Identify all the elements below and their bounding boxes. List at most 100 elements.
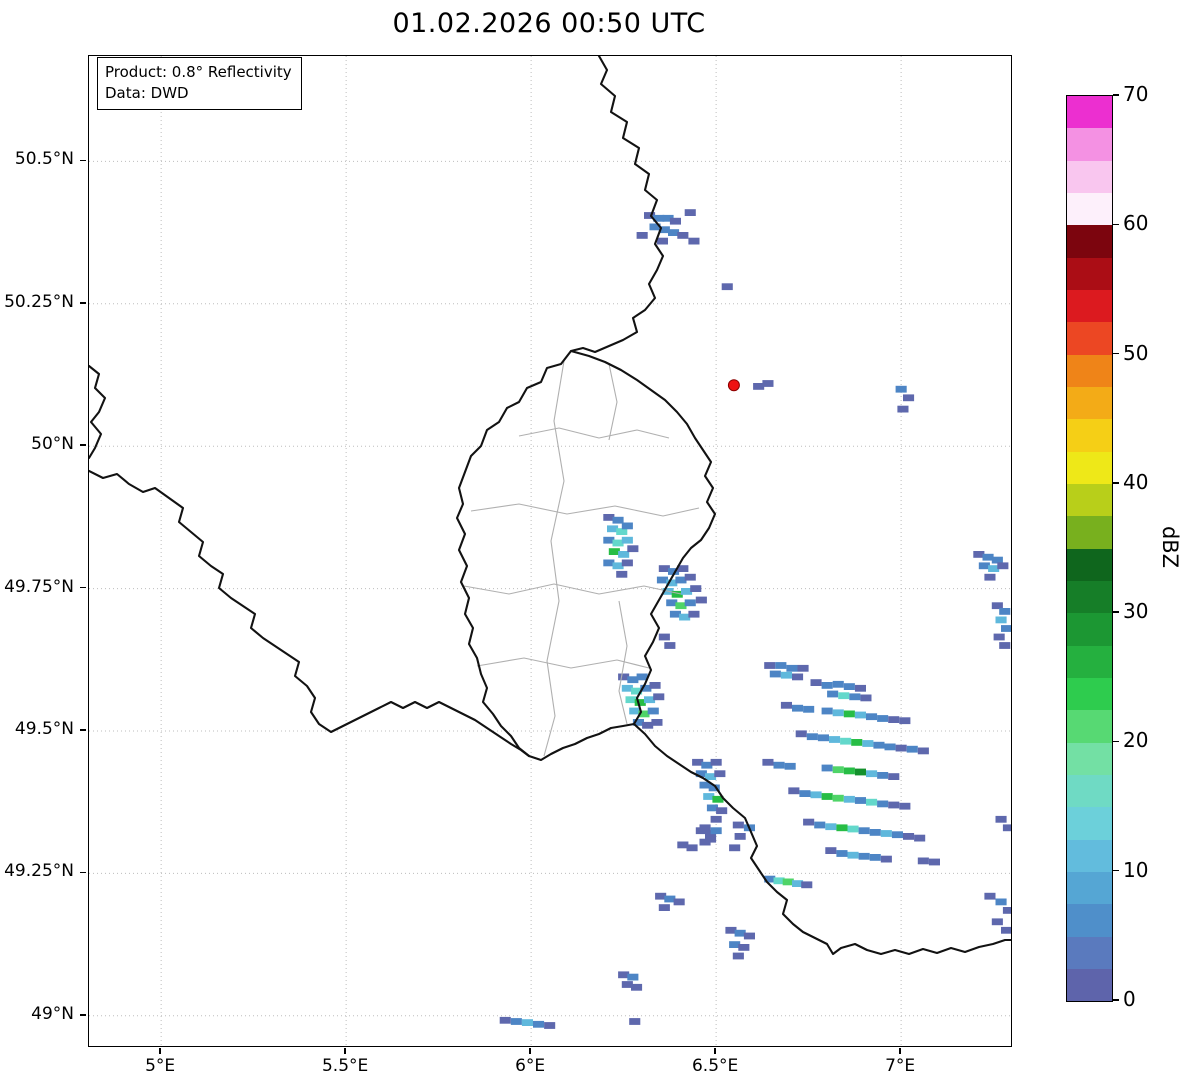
colorbar-band — [1067, 710, 1112, 743]
radar-echo-cell — [988, 565, 1000, 572]
colorbar-tick-mark — [1113, 611, 1119, 613]
radar-echo-cell — [675, 602, 687, 610]
colorbar-band — [1067, 289, 1112, 323]
radar-echo-cell — [877, 800, 889, 808]
radar-echo-cell — [679, 613, 691, 621]
colorbar-band — [1067, 839, 1112, 872]
radar-echo-cell — [843, 767, 855, 775]
district-border-path — [518, 427, 670, 439]
colorbar-tick-mark — [1113, 94, 1119, 96]
colorbar-band — [1067, 968, 1112, 1002]
radar-echo-cell — [612, 539, 624, 547]
radar-echo-cell — [895, 744, 907, 752]
radar-echo-cell — [642, 721, 654, 729]
colorbar-band — [1067, 613, 1112, 646]
radar-echo-cell — [621, 522, 633, 530]
radar-echo-cell — [690, 585, 702, 592]
radar-echo-cell — [653, 214, 665, 222]
radar-echo-cell — [677, 232, 689, 239]
colorbar-band — [1067, 225, 1112, 258]
colorbar-band — [1067, 516, 1112, 549]
radar-echo-cell — [634, 699, 646, 706]
radar-echo-cell — [653, 693, 665, 701]
radar-echo-cell — [658, 904, 670, 911]
radar-echo-cell — [649, 682, 661, 689]
radar-echo-cell — [895, 385, 907, 393]
radar-echo-cell — [705, 830, 717, 837]
radar-echo-cell — [849, 693, 861, 701]
radar-echo-cell — [688, 610, 700, 618]
product-info-line: Product: 0.8° Reflectivity — [105, 63, 292, 81]
map-canvas — [89, 56, 1011, 1046]
district-border-path — [608, 363, 618, 441]
radar-echo-cell — [621, 981, 633, 988]
radar-echo-cell — [1001, 926, 1011, 934]
radar-echo-cell — [621, 559, 633, 567]
radar-echo-cell — [869, 829, 881, 836]
radar-echo-cell — [618, 673, 630, 681]
radar-echo-cell — [784, 762, 796, 770]
radar-echo-cell — [629, 1018, 641, 1025]
gridlines-layer — [89, 56, 1011, 1046]
radar-echo-cell — [821, 793, 833, 800]
radar-echo-cell — [658, 565, 670, 572]
radar-echo-cell — [669, 217, 681, 225]
radar-echo-cell — [764, 662, 776, 669]
radar-echo-cell — [705, 773, 717, 780]
radar-echo-cell — [710, 815, 722, 823]
radar-echo-cell — [903, 833, 915, 840]
radar-echo-cell — [903, 394, 915, 402]
radar-echo-cell — [973, 551, 985, 558]
radar-echo-cell — [821, 707, 833, 715]
radar-echo-cell — [732, 821, 744, 829]
radar-echo-cell — [521, 1019, 533, 1026]
radar-echo-cell — [978, 562, 990, 570]
colorbar-band — [1067, 192, 1112, 226]
radar-echo-cell — [686, 844, 698, 852]
lat-tick-label: 49.5°N — [14, 719, 74, 739]
radar-echo-cell — [688, 237, 700, 245]
radar-echo-cell — [888, 773, 900, 780]
country-border-france-germany — [632, 722, 1011, 956]
colorbar-band — [1067, 580, 1112, 614]
radar-echo-cell — [662, 214, 674, 222]
radar-echo-cell — [616, 570, 628, 578]
radar-echo-cell — [621, 684, 633, 692]
radar-echo-cell — [705, 835, 717, 843]
radar-echo-cell — [684, 209, 696, 216]
radar-echoes-layer — [499, 209, 1011, 1029]
lat-tick-mark — [80, 871, 86, 874]
radar-echo-cell — [677, 565, 689, 572]
radar-echo-cell — [618, 971, 630, 979]
radar-echo-cell — [1001, 625, 1011, 632]
colorbar-band — [1067, 645, 1112, 678]
colorbar-band — [1067, 322, 1112, 355]
radar-echo-cell — [627, 973, 639, 981]
lat-tick-mark — [80, 1014, 86, 1016]
colorbar-band — [1067, 96, 1112, 129]
lon-tick-mark — [714, 1048, 716, 1054]
radar-echo-cell — [995, 898, 1007, 906]
colorbar-band — [1067, 483, 1112, 517]
colorbar — [1066, 95, 1113, 1002]
colorbar-band — [1067, 871, 1112, 905]
radar-echo-cell — [636, 673, 648, 681]
radar-echo-cell — [906, 745, 918, 753]
radar-echo-cell — [544, 1022, 556, 1029]
radar-echo-cell — [656, 576, 668, 584]
colorbar-tick-mark — [1113, 223, 1119, 226]
colorbar-tick-label: 10 — [1123, 857, 1149, 882]
radar-echo-cell — [880, 855, 892, 863]
radar-echo-cell — [788, 787, 800, 795]
radar-echo-cell — [917, 857, 929, 865]
radar-echo-cell — [928, 858, 940, 866]
radar-echo-cell — [814, 821, 826, 829]
radar-echo-cell — [993, 633, 1005, 641]
radar-echo-cell — [658, 633, 670, 641]
colorbar-tick-mark — [1113, 482, 1119, 484]
radar-echo-cell — [669, 610, 681, 618]
radar-echo-cell — [627, 545, 639, 553]
radar-echo-cell — [780, 671, 792, 679]
radar-echo-cell — [631, 687, 643, 695]
radar-echo-cell — [984, 892, 996, 900]
